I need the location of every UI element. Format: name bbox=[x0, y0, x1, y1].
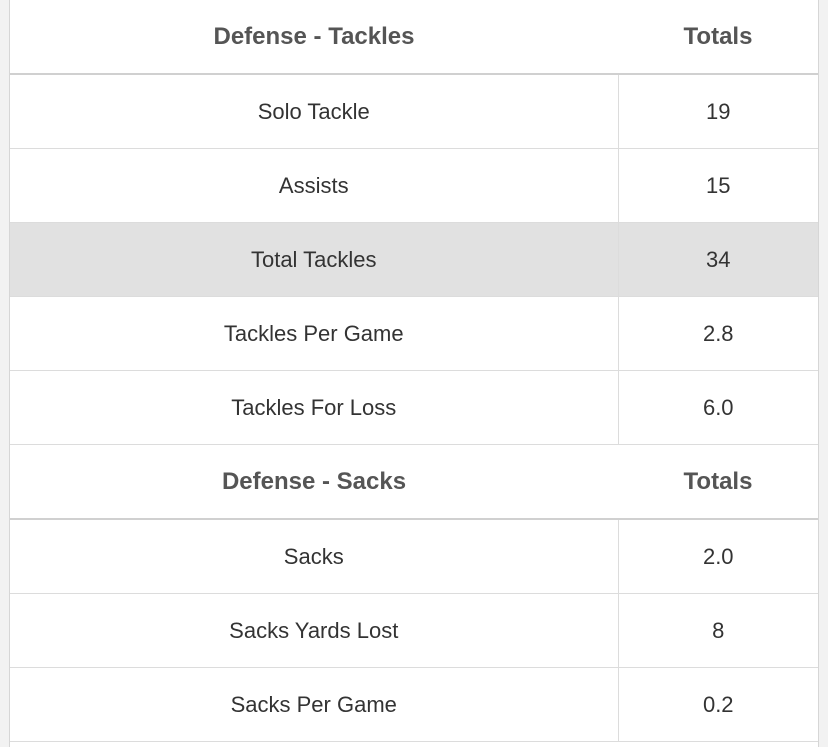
stats-panel: Defense - Tackles Totals Solo Tackle 19 … bbox=[9, 0, 819, 747]
section-header-tackles: Defense - Tackles Totals bbox=[10, 0, 818, 75]
stat-label: Sacks bbox=[10, 519, 618, 594]
stat-value: 2.0 bbox=[617, 519, 818, 594]
stat-label: Solo Tackle bbox=[10, 74, 618, 149]
stat-value: 0.2 bbox=[617, 667, 818, 742]
section-header-sacks: Defense - Sacks Totals bbox=[10, 444, 818, 520]
stat-label: Tackles For Loss bbox=[10, 370, 618, 445]
stat-label: Assists bbox=[10, 148, 618, 223]
table-row: Sacks Yards Lost 8 bbox=[10, 593, 818, 668]
totals-header: Totals bbox=[618, 444, 818, 520]
section-title: Defense - Sacks bbox=[10, 444, 618, 520]
stat-value: 15 bbox=[617, 148, 818, 223]
stat-label: Sacks Yards Lost bbox=[10, 593, 618, 668]
stat-label: Total Tackles bbox=[10, 222, 618, 297]
stat-value: 8 bbox=[617, 593, 818, 668]
table-row: Sacks 2.0 bbox=[10, 519, 818, 594]
totals-header: Totals bbox=[618, 0, 818, 75]
table-row: Assists 15 bbox=[10, 148, 818, 223]
stat-value: 6.0 bbox=[617, 370, 818, 445]
stat-label: Sacks Per Game bbox=[10, 667, 618, 742]
table-row: Tackles Per Game 2.8 bbox=[10, 296, 818, 371]
stat-value: 19 bbox=[617, 74, 818, 149]
stat-value: 34 bbox=[617, 222, 818, 297]
defense-stats-table: Defense - Tackles Totals Solo Tackle 19 … bbox=[10, 0, 818, 742]
table-row: Tackles For Loss 6.0 bbox=[10, 370, 818, 445]
stat-value: 2.8 bbox=[617, 296, 818, 371]
table-row: Sacks Per Game 0.2 bbox=[10, 667, 818, 742]
section-title: Defense - Tackles bbox=[10, 0, 618, 75]
table-row-highlighted: Total Tackles 34 bbox=[10, 222, 818, 297]
table-row: Solo Tackle 19 bbox=[10, 74, 818, 149]
stat-label: Tackles Per Game bbox=[10, 296, 618, 371]
